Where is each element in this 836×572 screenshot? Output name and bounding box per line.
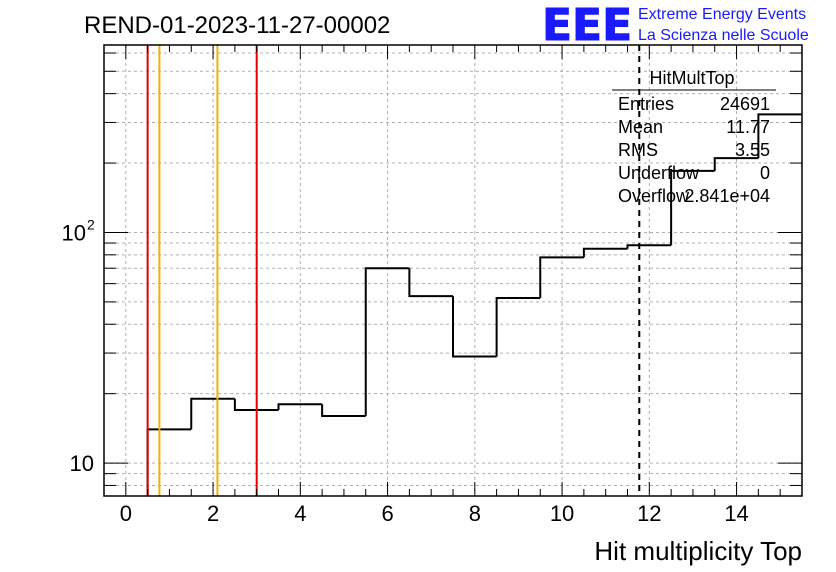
stats-box: HitMultTop Entries 24691 Mean 11.77 RMS 3.55 U… — [612, 68, 776, 206]
stats-row-label: Overflow — [618, 186, 690, 206]
eee-logo: EEE Extreme Energy Events La Scienza nel… — [542, 0, 809, 52]
histogram-bars — [146, 113, 802, 496]
x-tick-label: 8 — [469, 501, 481, 526]
stats-box-name: HitMultTop — [649, 68, 734, 88]
histogram-bin-8 — [452, 296, 497, 358]
histogram-bin-13 — [670, 169, 715, 246]
histogram-bin-3 — [233, 398, 279, 411]
histogram-bin-5 — [321, 404, 366, 418]
histogram-bin-12 — [626, 244, 672, 249]
grid-lines — [104, 45, 802, 496]
eee-logo-line2: La Scienza nelle Scuole — [638, 27, 809, 44]
histogram-bin-2 — [190, 397, 235, 430]
histogram-bin-15 — [757, 113, 802, 159]
y-tick-label: 10 — [70, 451, 94, 476]
x-tick-label: 2 — [207, 501, 219, 526]
eee-logo-mark: EEE — [542, 0, 632, 51]
histogram-bin-11 — [582, 247, 628, 258]
stats-row-label: Underflow — [618, 163, 700, 183]
y-tick-label-exponent: 2 — [87, 216, 95, 232]
histogram-bin-4 — [277, 403, 323, 410]
x-axis-title: Hit multiplicity Top — [594, 536, 802, 566]
marker-lines — [146, 45, 641, 496]
stats-row-label: RMS — [618, 140, 658, 160]
histogram-bin-10 — [539, 256, 584, 298]
stats-row-value: 11.77 — [726, 117, 770, 137]
stats-row-value: 0 — [760, 163, 770, 183]
eee-logo-line1: Extreme Energy Events — [638, 6, 806, 23]
plot-frame — [103, 44, 803, 497]
x-tick-label: 4 — [294, 501, 306, 526]
stats-row-value: 2.841e+04 — [684, 186, 770, 206]
x-tick-label: 12 — [637, 501, 661, 526]
histogram-bin-9 — [495, 296, 541, 357]
stats-row-value: 3.55 — [735, 140, 770, 160]
stats-row-label: Entries — [618, 94, 674, 114]
y-tick-label-base: 10 — [62, 220, 86, 245]
y-tick-label: 10 2 — [62, 216, 95, 245]
x-tick-label: 10 — [550, 501, 574, 526]
x-tick-labels: 0 2 4 6 8 10 12 14 — [120, 501, 749, 526]
x-tick-label: 14 — [724, 501, 748, 526]
y-tick-label-base: 10 — [70, 451, 94, 476]
histogram-bin-14 — [713, 157, 759, 171]
axis-ticks — [103, 45, 803, 496]
stats-row-label: Mean — [618, 117, 663, 137]
histogram-bin-7 — [408, 268, 453, 298]
chart-title: REND-01-2023-11-27-00002 — [84, 12, 390, 39]
x-tick-label: 0 — [120, 501, 132, 526]
stats-row-value: 24691 — [720, 94, 770, 114]
x-tick-label: 6 — [381, 501, 393, 526]
histogram-bin-6 — [364, 267, 410, 417]
